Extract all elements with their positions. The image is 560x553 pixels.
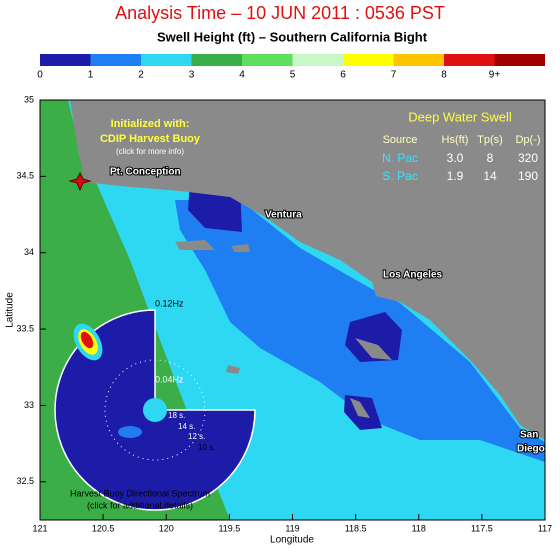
spectrum-label[interactable]: 14 s. [178, 422, 195, 431]
table-cell: N. Pac [382, 151, 418, 165]
spectrum-peak[interactable] [118, 426, 142, 438]
x-axis-label: Longitude [270, 535, 314, 546]
island [175, 240, 215, 250]
table-cell: 8 [487, 151, 494, 165]
table-cell: 14 [483, 169, 497, 183]
spectrum-ring[interactable] [104, 359, 206, 461]
x-tick-label: 118.5 [345, 523, 367, 533]
colorbar-label: 9+ [489, 70, 501, 81]
colorbar-swatch [343, 54, 394, 66]
spectrum-hole[interactable] [143, 398, 167, 422]
colorbar-swatch [292, 54, 343, 66]
island [226, 365, 240, 374]
island [350, 398, 370, 418]
table-header: Source [383, 134, 418, 146]
deep-zone [345, 312, 402, 362]
x-tick-label: 120 [159, 523, 174, 533]
spectrum-caption[interactable]: (click for additional details) [87, 500, 193, 510]
spectrum-label[interactable]: 0.12Hz [155, 298, 184, 308]
y-tick-label: 32.5 [16, 476, 34, 486]
subtitle: Swell Height (ft) – Southern California … [157, 29, 428, 44]
y-tick-label: 34 [24, 247, 34, 257]
spectrum-label[interactable]: 18 s. [168, 411, 185, 420]
colorbar-label: 4 [239, 70, 245, 81]
spectrum-label[interactable]: 12 s. [188, 432, 205, 441]
table-cell: 190 [518, 169, 538, 183]
table-cell: 320 [518, 151, 538, 165]
table-header: Tp(s) [477, 134, 503, 146]
colorbar-label: 7 [391, 70, 397, 81]
spectrum-caption[interactable]: Harvest Buoy Directional Spectrum [70, 488, 210, 498]
island [232, 244, 250, 252]
place-label: Diego [517, 444, 545, 455]
y-tick-label: 33 [24, 400, 34, 410]
colorbar-swatch [393, 54, 444, 66]
colorbar-label: 0 [37, 70, 43, 81]
colorbar-swatch [90, 54, 141, 66]
colorbar-label: 3 [189, 70, 195, 81]
x-tick-label: 120.5 [92, 523, 115, 533]
table-cell: 1.9 [447, 169, 464, 183]
land [70, 100, 545, 440]
colorbar-swatch [191, 54, 242, 66]
place-label: San [520, 430, 538, 441]
table-header: Hs(ft) [442, 134, 469, 146]
x-tick-label: 118 [412, 523, 426, 533]
spectrum-peak[interactable] [78, 330, 96, 351]
table-header: Dp(-) [515, 134, 540, 146]
table-cell: 3.0 [447, 151, 464, 165]
buoy-label[interactable]: (click for more info) [116, 147, 184, 156]
colorbar-swatch [444, 54, 495, 66]
buoy-label[interactable]: CDIP Harvest Buoy [100, 133, 201, 145]
place-label: Ventura [265, 210, 302, 221]
buoy-marker[interactable] [68, 171, 92, 192]
colorbar-swatch [40, 54, 91, 66]
y-tick-label: 34.5 [16, 171, 34, 181]
y-tick-label: 35 [24, 94, 34, 104]
colorbar-label: 5 [290, 70, 296, 81]
buoy[interactable]: Initialized with: CDIP Harvest Buoy (cli… [68, 118, 201, 192]
colorbar-label: 6 [340, 70, 346, 81]
buoy-label[interactable]: Initialized with: [111, 118, 190, 130]
x-tick-label: 117.5 [471, 523, 493, 533]
island [355, 338, 392, 360]
x-tick-label: 119 [285, 523, 299, 533]
swell-table: Deep Water Swell Source Hs(ft) Tp(s) Dp(-) N… [382, 109, 541, 183]
y-axis-label: Latitude [5, 292, 16, 328]
colorbar-label: 1 [88, 70, 94, 81]
place-label: Pt. Conception [110, 167, 181, 178]
spectrum-label[interactable]: 0.04Hz [155, 374, 184, 384]
x-tick-label: 117 [538, 523, 552, 533]
table-title: Deep Water Swell [408, 109, 512, 124]
colorbar-swatch [141, 54, 192, 66]
spectrum-label[interactable]: 10 s. [198, 443, 215, 452]
colorbar-label: 8 [441, 70, 447, 81]
x-tick-label: 119.5 [218, 523, 240, 533]
x-tick-label: 121 [32, 523, 47, 533]
title: Analysis Time – 10 JUN 2011 : 0536 PST [115, 3, 445, 23]
y-tick-label: 33.5 [16, 323, 34, 333]
colorbar-swatch [494, 54, 545, 66]
colorbar-label: 2 [138, 70, 144, 81]
spectrum[interactable]: 0.12Hz 0.04Hz 18 s. 14 s. 12 s. 10 s. Ha… [54, 298, 256, 511]
place-label: Los Angeles [383, 270, 443, 281]
colorbar-swatch [242, 54, 293, 66]
table-cell: S. Pac [382, 169, 417, 183]
colorbar: 0 1 2 3 4 5 6 7 8 9+ [37, 54, 545, 81]
